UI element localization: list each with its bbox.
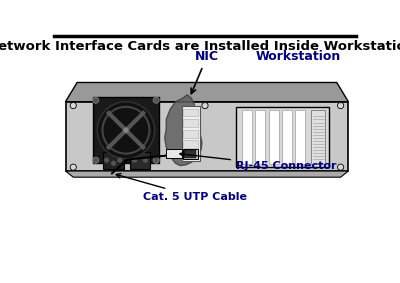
FancyBboxPatch shape [184, 150, 196, 158]
Circle shape [338, 102, 344, 109]
Circle shape [202, 102, 208, 109]
FancyBboxPatch shape [183, 109, 198, 116]
Circle shape [93, 97, 99, 103]
Text: Workstation: Workstation [255, 50, 341, 63]
Circle shape [111, 161, 116, 166]
FancyBboxPatch shape [182, 149, 198, 159]
Circle shape [93, 157, 99, 163]
FancyBboxPatch shape [103, 152, 124, 169]
Circle shape [143, 158, 148, 163]
Polygon shape [165, 95, 202, 166]
Circle shape [153, 97, 159, 103]
FancyBboxPatch shape [66, 102, 348, 171]
FancyBboxPatch shape [255, 110, 266, 164]
Circle shape [132, 158, 137, 163]
Circle shape [70, 102, 76, 109]
Text: Cat. 5 UTP Cable: Cat. 5 UTP Cable [116, 173, 247, 202]
FancyBboxPatch shape [282, 110, 292, 164]
Circle shape [153, 157, 159, 163]
Polygon shape [66, 171, 348, 177]
Text: RJ-45 Connector: RJ-45 Connector [180, 152, 336, 171]
Text: NIC: NIC [191, 50, 219, 94]
FancyBboxPatch shape [93, 97, 159, 163]
FancyBboxPatch shape [183, 130, 198, 138]
Circle shape [104, 158, 109, 163]
FancyBboxPatch shape [183, 119, 198, 127]
FancyBboxPatch shape [311, 110, 325, 164]
FancyBboxPatch shape [182, 106, 200, 161]
Circle shape [117, 158, 122, 163]
Circle shape [338, 164, 344, 170]
FancyBboxPatch shape [268, 110, 279, 164]
FancyBboxPatch shape [242, 110, 252, 164]
Polygon shape [66, 82, 348, 102]
Circle shape [123, 127, 129, 133]
Text: Network Interface Cards are Installed Inside Workstations: Network Interface Cards are Installed In… [0, 40, 400, 53]
FancyBboxPatch shape [295, 110, 305, 164]
FancyBboxPatch shape [183, 140, 198, 148]
FancyBboxPatch shape [166, 149, 182, 158]
Circle shape [97, 102, 155, 159]
FancyBboxPatch shape [130, 152, 150, 169]
FancyBboxPatch shape [236, 107, 329, 167]
Circle shape [70, 164, 76, 170]
